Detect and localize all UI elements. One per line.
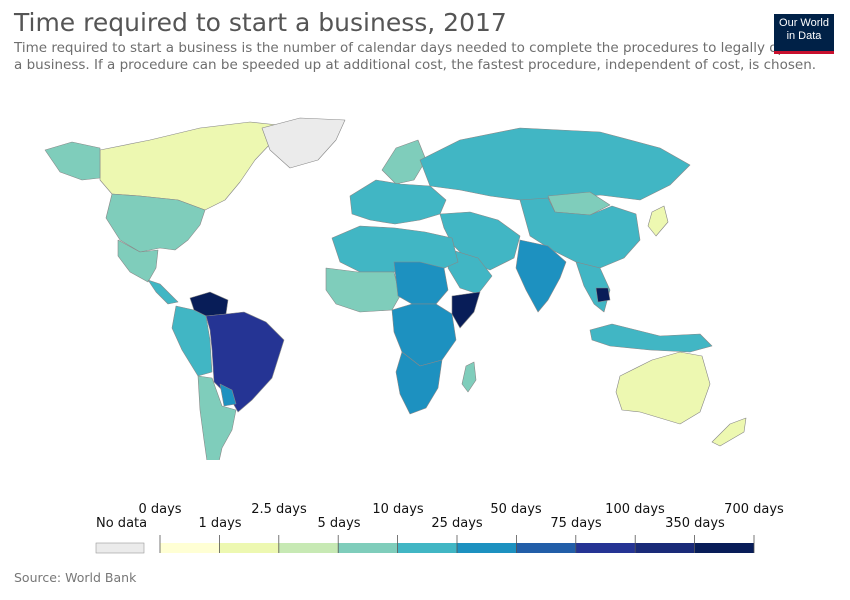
region-cambodia[interactable] bbox=[595, 287, 611, 303]
legend-top-label: 700 days bbox=[724, 502, 784, 517]
region-central-africa[interactable] bbox=[391, 303, 457, 367]
region-chad-sudan[interactable] bbox=[393, 261, 449, 305]
region-scandinavia[interactable] bbox=[381, 139, 427, 185]
map-legend: No data 0 days 2.5 days 10 days 50 days … bbox=[95, 502, 784, 554]
region-europe[interactable] bbox=[349, 179, 447, 225]
world-map bbox=[44, 117, 747, 460]
region-southern-africa[interactable] bbox=[395, 351, 443, 415]
region-paraguay[interactable] bbox=[219, 383, 237, 407]
legend-no-data-swatch[interactable] bbox=[95, 542, 145, 554]
legend-bin[interactable] bbox=[457, 543, 517, 553]
region-central-america[interactable] bbox=[147, 279, 179, 305]
region-north-africa[interactable] bbox=[331, 225, 459, 273]
source-note: Source: World Bank bbox=[14, 570, 137, 585]
legend-bin[interactable] bbox=[160, 543, 220, 553]
legend-bin[interactable] bbox=[635, 543, 695, 553]
legend-bottom-label: 1 days bbox=[198, 516, 241, 531]
region-alaska[interactable] bbox=[44, 141, 101, 181]
legend-bottom-label: 350 days bbox=[665, 516, 725, 531]
legend-bin[interactable] bbox=[219, 543, 279, 553]
legend-bottom-label: 5 days bbox=[317, 516, 360, 531]
legend-top-label: 0 days bbox=[138, 502, 181, 517]
region-japan[interactable] bbox=[647, 205, 669, 237]
legend-bin[interactable] bbox=[278, 543, 339, 553]
legend-top-label: 10 days bbox=[372, 502, 424, 517]
logo-line-1: Our World bbox=[779, 17, 829, 29]
region-greenland[interactable] bbox=[261, 117, 346, 169]
legend-bin[interactable] bbox=[516, 543, 576, 553]
legend-color-scale bbox=[160, 543, 754, 553]
chart-title: Time required to start a business, 2017 bbox=[14, 8, 507, 37]
region-middle-east[interactable] bbox=[439, 211, 521, 271]
region-new-zealand[interactable] bbox=[711, 417, 747, 447]
region-colombia-ecuador-peru[interactable] bbox=[171, 305, 213, 377]
region-southeast-asia[interactable] bbox=[575, 261, 611, 313]
region-russia[interactable] bbox=[419, 127, 691, 201]
chart-subtitle: Time required to start a business is the… bbox=[14, 40, 822, 73]
region-mexico[interactable] bbox=[117, 239, 159, 283]
legend-no-data-label: No data bbox=[96, 516, 147, 531]
legend-bottom-label: 25 days bbox=[431, 516, 483, 531]
legend-bin[interactable] bbox=[397, 543, 457, 553]
region-usa[interactable] bbox=[105, 193, 206, 253]
region-india[interactable] bbox=[515, 239, 567, 313]
legend-top-label: 2.5 days bbox=[251, 502, 307, 517]
legend-ticks bbox=[159, 535, 755, 553]
region-sahel[interactable] bbox=[325, 267, 401, 313]
region-indonesia[interactable] bbox=[589, 323, 713, 353]
region-somalia[interactable] bbox=[451, 291, 481, 329]
legend-top-label: 50 days bbox=[490, 502, 542, 517]
legend-bin[interactable] bbox=[338, 543, 398, 553]
region-madagascar[interactable] bbox=[461, 361, 477, 393]
legend-top-label: 100 days bbox=[605, 502, 665, 517]
region-argentina-chile[interactable] bbox=[197, 375, 237, 460]
logo-line-2: in Data bbox=[786, 30, 822, 42]
owid-logo[interactable]: Our World in Data bbox=[774, 14, 834, 54]
legend-bin[interactable] bbox=[575, 543, 636, 553]
region-australia[interactable] bbox=[615, 351, 711, 425]
legend-bottom-label: 75 days bbox=[550, 516, 602, 531]
legend-bin[interactable] bbox=[694, 543, 754, 553]
